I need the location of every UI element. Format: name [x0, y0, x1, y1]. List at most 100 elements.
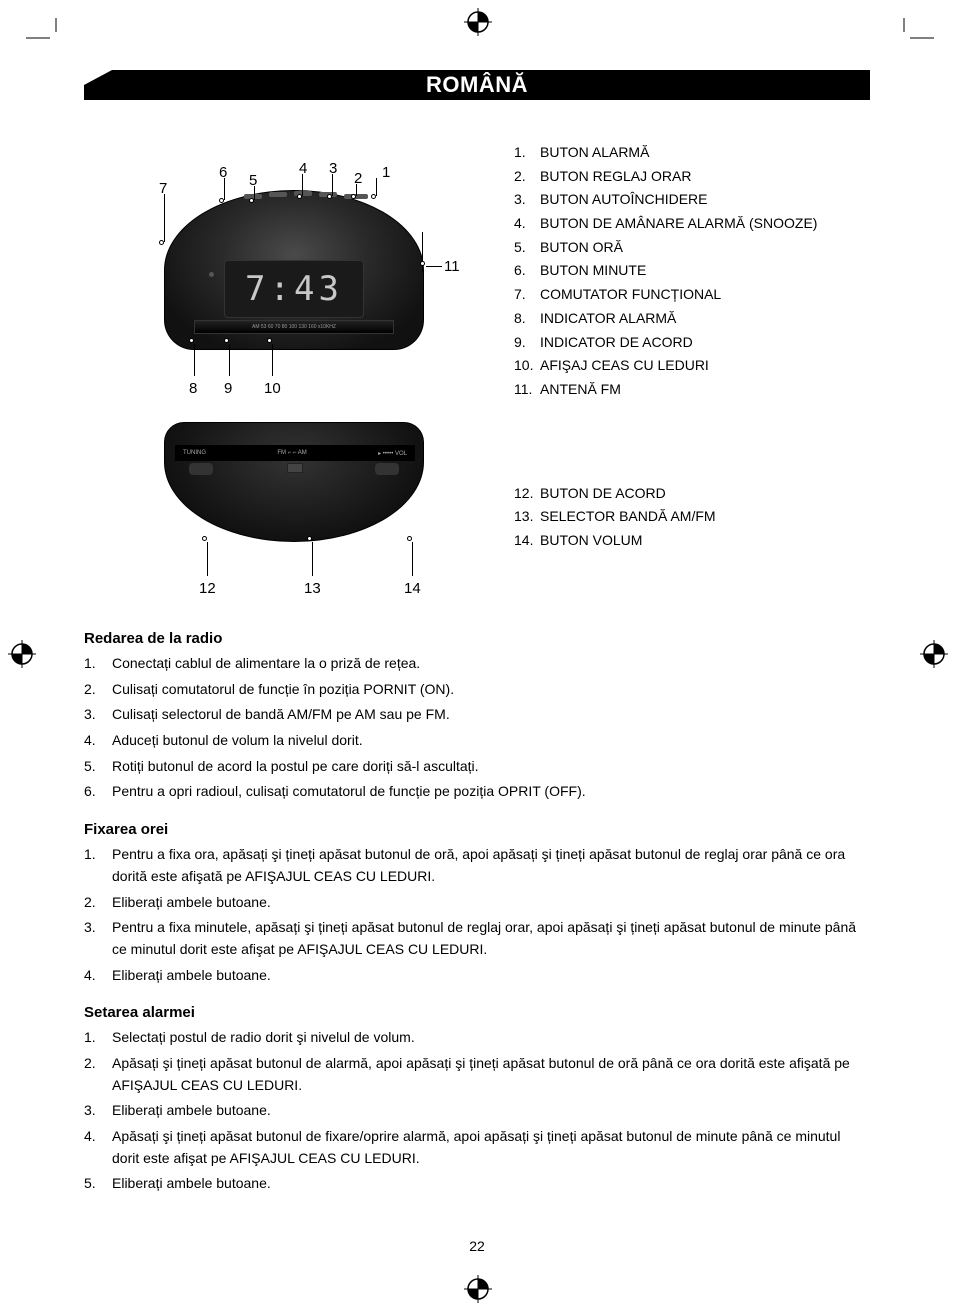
callout-number: 8: [189, 380, 197, 397]
step-item: 2.Eliberați ambele butoane.: [84, 892, 870, 914]
legend-text: BUTON ALARMĂ: [540, 142, 649, 164]
step-item: 2.Apăsați şi țineți apăsat butonul de al…: [84, 1053, 870, 1096]
step-text: Rotiți butonul de acord la postul pe car…: [112, 756, 870, 778]
step-item: 3.Eliberați ambele butoane.: [84, 1100, 870, 1122]
step-number: 1.: [84, 653, 112, 675]
step-item: 1.Pentru a fixa ora, apăsați şi țineți a…: [84, 844, 870, 887]
step-text: Pentru a fixa ora, apăsați şi țineți apă…: [112, 844, 870, 887]
step-item: 3.Pentru a fixa minutele, apăsați şi țin…: [84, 917, 870, 960]
step-number: 4.: [84, 730, 112, 752]
step-item: 4.Eliberați ambele butoane.: [84, 965, 870, 987]
back-label-volume: ▸ ••••• VOL: [378, 450, 407, 457]
parts-legend-1-11: 1.BUTON ALARMĂ2.BUTON REGLAJ ORAR3.BUTON…: [514, 142, 870, 401]
callout-tip: [224, 338, 229, 343]
legend-item: 9.INDICATOR DE ACORD: [514, 332, 870, 354]
callout-tip: [407, 536, 412, 541]
step-number: 5.: [84, 1173, 112, 1195]
legend-item: 10.AFIŞAJ CEAS CU LEDURI: [514, 355, 870, 377]
section-heading: Redarea de la radio: [84, 630, 870, 647]
step-text: Eliberați ambele butoane.: [112, 892, 870, 914]
step-item: 1.Selectați postul de radio dorit şi niv…: [84, 1027, 870, 1049]
callout-tip: [202, 536, 207, 541]
legend-item: 6.BUTON MINUTE: [514, 260, 870, 282]
callout-line: [224, 178, 225, 200]
legend-item: 2.BUTON REGLAJ ORAR: [514, 166, 870, 188]
legend-number: 2.: [514, 166, 540, 188]
legend-number: 4.: [514, 213, 540, 235]
step-item: 6.Pentru a opri radioul, culisați comuta…: [84, 781, 870, 803]
legend-text: INDICATOR DE ACORD: [540, 332, 693, 354]
callout-line: [302, 174, 303, 196]
step-number: 3.: [84, 917, 112, 960]
legend-text: BUTON DE ACORD: [540, 483, 666, 505]
step-item: 2.Culisați comutatorul de funcție în poz…: [84, 679, 870, 701]
step-text: Eliberați ambele butoane.: [112, 965, 870, 987]
callout-tip: [420, 261, 425, 266]
callout-line: [272, 344, 273, 376]
step-item: 4.Apăsați şi țineți apăsat butonul de fi…: [84, 1126, 870, 1169]
callout-number: 1: [382, 164, 390, 181]
legend-item: 5.BUTON ORĂ: [514, 237, 870, 259]
back-panel-illustration: TUNING FM ⌐ ⌐ AM ▸ ••••• VOL: [164, 422, 424, 542]
callout-line: [194, 344, 195, 376]
instruction-section: Redarea de la radio 1.Conectați cablul de…: [84, 630, 870, 803]
page-number: 22: [469, 1238, 485, 1254]
legend-text: BUTON MINUTE: [540, 260, 646, 282]
callout-line: [356, 184, 357, 196]
callout-number: 12: [199, 580, 216, 597]
language-title: ROMÂNĂ: [84, 70, 870, 100]
legend-text: BUTON VOLUM: [540, 530, 642, 552]
step-number: 3.: [84, 1100, 112, 1122]
step-text: Selectați postul de radio dorit şi nivel…: [112, 1027, 870, 1049]
callout-line: [254, 186, 255, 200]
step-text: Apăsați şi țineți apăsat butonul de fixa…: [112, 1126, 870, 1169]
tuning-dial: AM 53 60 70 80 100 130 160 x10KHZ: [194, 320, 394, 334]
step-text: Pentru a fixa minutele, apăsați şi țineț…: [112, 917, 870, 960]
step-number: 2.: [84, 1053, 112, 1096]
language-header: ROMÂNĂ: [84, 70, 870, 100]
step-number: 1.: [84, 1027, 112, 1049]
step-text: Conectați cablul de alimentare la o priz…: [112, 653, 870, 675]
legend-number: 8.: [514, 308, 540, 330]
legend-number: 3.: [514, 189, 540, 211]
instruction-section: Setarea alarmei1.Selectați postul de rad…: [84, 1004, 870, 1195]
step-list: 1.Conectați cablul de alimentare la o pr…: [84, 653, 870, 803]
step-list: 1.Pentru a fixa ora, apăsați şi țineți a…: [84, 844, 870, 986]
step-item: 5.Rotiți butonul de acord la postul pe c…: [84, 756, 870, 778]
step-text: Aduceți butonul de volum la nivelul dori…: [112, 730, 870, 752]
legend-text: SELECTOR BANDĂ AM/FM: [540, 506, 716, 528]
callout-line: [207, 542, 208, 576]
registration-mark-left: [8, 640, 36, 668]
callout-tip: [189, 338, 194, 343]
legend-number: 11.: [514, 379, 540, 401]
step-text: Eliberați ambele butoane.: [112, 1100, 870, 1122]
clock-radio-illustration: 7:43 AM 53 60 70 80 100 130 160 x10KHZ: [164, 182, 424, 352]
step-text: Culisați selectorul de bandă AM/FM pe AM…: [112, 704, 870, 726]
step-number: 3.: [84, 704, 112, 726]
callout-number: 10: [264, 380, 281, 397]
callout-number: 4: [299, 160, 307, 177]
step-number: 1.: [84, 844, 112, 887]
callout-number: 3: [329, 160, 337, 177]
callout-number: 11: [444, 258, 460, 275]
callout-number: 14: [404, 580, 421, 597]
registration-mark-top: [464, 8, 492, 36]
legend-item: 12.BUTON DE ACORD: [514, 483, 870, 505]
step-number: 4.: [84, 1126, 112, 1169]
callout-line: [332, 174, 333, 196]
legend-item: 3.BUTON AUTOÎNCHIDERE: [514, 189, 870, 211]
callout-number: 13: [304, 580, 321, 597]
legend-text: BUTON ORĂ: [540, 237, 623, 259]
legend-number: 10.: [514, 355, 540, 377]
callout-line: [164, 194, 165, 242]
step-text: Eliberați ambele butoane.: [112, 1173, 870, 1195]
callout-tip: [297, 194, 302, 199]
legend-number: 1.: [514, 142, 540, 164]
callout-line: [376, 178, 377, 196]
product-figure-top: 7:43 AM 53 60 70 80 100 130 160 x10KHZ 1…: [84, 122, 484, 402]
instruction-section: Fixarea orei1.Pentru a fixa ora, apăsați…: [84, 821, 870, 986]
step-item: 5.Eliberați ambele butoane.: [84, 1173, 870, 1195]
legend-item: 4.BUTON DE AMÂNARE ALARMĂ (SNOOZE): [514, 213, 870, 235]
crop-mark-tr: [894, 18, 934, 58]
callout-tip: [219, 198, 224, 203]
